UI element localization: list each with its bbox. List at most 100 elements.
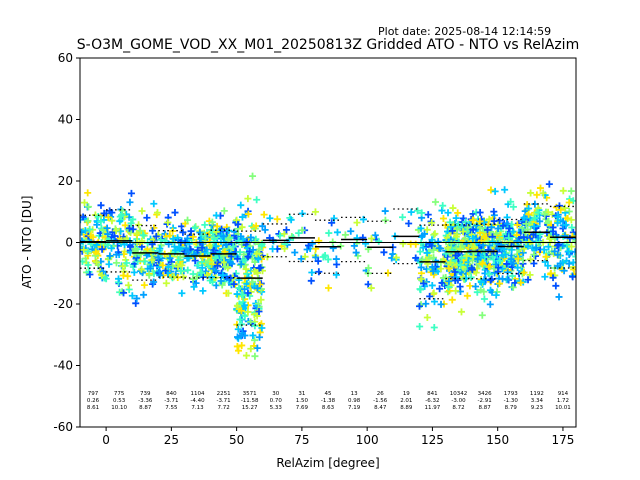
scatter-point: [389, 250, 397, 258]
scatter-point: [353, 219, 361, 227]
scatter-point: [253, 284, 261, 292]
scatter-point: [125, 224, 133, 232]
bin-stat-label: 8.87: [139, 405, 152, 411]
x-tick-label: 125: [421, 433, 444, 447]
scatter-point: [198, 264, 206, 272]
scatter-point: [452, 273, 460, 281]
scatter-point: [436, 285, 444, 293]
scatter-point: [202, 267, 210, 275]
bin-stat-label: 1104: [190, 391, 204, 397]
scatter-point: [148, 256, 156, 264]
scatter-point: [178, 289, 186, 297]
scatter-point: [209, 229, 217, 237]
scatter-point: [257, 264, 265, 272]
scatter-point: [499, 275, 507, 283]
bin-stat-label: 1793: [504, 391, 518, 397]
scatter-point: [235, 284, 243, 292]
scatter-point: [246, 248, 254, 256]
scatter-point: [312, 253, 320, 261]
bin-stat-label: 841: [427, 391, 438, 397]
bin-stat-label: -1.30: [504, 398, 519, 404]
scatter-point: [238, 213, 246, 221]
scatter-point: [129, 225, 137, 233]
scatter-point: [220, 207, 228, 215]
bin-stat-label: 13: [351, 391, 358, 397]
scatter-point: [567, 187, 575, 195]
scatter-point: [210, 249, 218, 257]
scatter-point: [84, 217, 92, 225]
scatter-point: [251, 238, 259, 246]
scatter-point: [500, 254, 508, 262]
scatter-point: [156, 271, 164, 279]
scatter-point: [487, 223, 495, 231]
scatter-point: [171, 209, 179, 217]
scatter-point: [162, 279, 170, 287]
scatter-point: [565, 199, 573, 207]
scatter-point: [428, 242, 436, 250]
scatter-point: [477, 224, 485, 232]
scatter-point: [328, 219, 336, 227]
bin-stat-label: 8.79: [505, 405, 518, 411]
scatter-point: [192, 223, 200, 231]
scatter-point: [381, 216, 389, 224]
bin-stat-label: -3.36: [138, 398, 153, 404]
scatter-point: [561, 204, 569, 212]
scatter-point: [375, 237, 383, 245]
scatter-point: [419, 244, 427, 252]
scatter-point: [276, 232, 284, 240]
scatter-point: [178, 261, 186, 269]
bin-stat-label: 797: [88, 391, 99, 397]
scatter-point: [165, 240, 173, 248]
scatter-point: [115, 275, 123, 283]
bin-stat-label: 8.72: [452, 405, 464, 411]
bin-stat-label: -3.71: [216, 398, 230, 404]
scatter-point: [234, 333, 242, 341]
bin-stat-label: -6.32: [425, 398, 439, 404]
scatter-point: [531, 200, 539, 208]
scatter-point: [84, 203, 92, 211]
scatter-point: [503, 220, 511, 228]
scatter-point: [295, 229, 303, 237]
scatter-point: [532, 244, 540, 252]
scatter-point: [423, 249, 431, 257]
scatter-point: [189, 275, 197, 283]
scatter-point: [247, 345, 255, 353]
scatter-point: [124, 281, 132, 289]
bin-stat-label: -2.91: [478, 398, 492, 404]
bin-stat-label: -3.00: [451, 398, 466, 404]
scatter-point: [490, 265, 498, 273]
scatter-point: [514, 264, 522, 272]
bin-statistics: [80, 203, 576, 326]
scatter-point: [297, 255, 305, 263]
scatter-point: [147, 248, 155, 256]
scatter-point: [435, 244, 443, 252]
scatter-point: [519, 249, 527, 257]
scatter-point: [182, 244, 190, 252]
scatter-point: [86, 271, 94, 279]
scatter-point: [484, 246, 492, 254]
scatter-point: [428, 281, 436, 289]
scatter-point: [416, 302, 424, 310]
scatter-point: [505, 234, 513, 242]
scatter-point: [476, 208, 484, 216]
bin-stat-label: -1.56: [373, 398, 388, 404]
y-tick-label: 60: [58, 51, 73, 65]
scatter-point: [487, 276, 495, 284]
scatter-point: [234, 255, 242, 263]
scatter-point: [429, 246, 437, 254]
bin-stat-label: 0.98: [348, 398, 361, 404]
scatter-point: [513, 237, 521, 245]
bin-stat-label: -4.40: [190, 398, 205, 404]
scatter-point: [305, 241, 313, 249]
bin-stat-label: 10342: [450, 391, 468, 397]
scatter-point: [174, 256, 182, 264]
scatter-point: [496, 217, 504, 225]
scatter-point: [138, 265, 146, 273]
scatter-point: [484, 269, 492, 277]
scatter-point: [116, 213, 124, 221]
scatter-point: [140, 291, 148, 299]
scatter-point: [530, 251, 538, 259]
scatter-point: [508, 246, 516, 254]
scatter-point: [244, 253, 252, 261]
scatter-point: [505, 224, 513, 232]
